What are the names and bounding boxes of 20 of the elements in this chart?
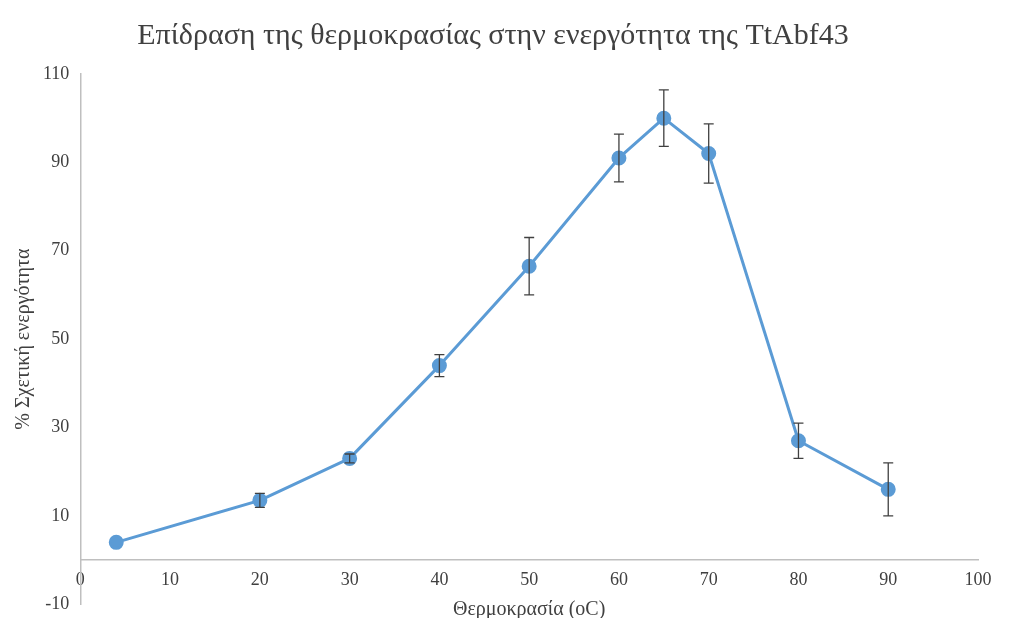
x-tick-label: 30 [340, 568, 359, 589]
y-axis-title: % Σχετική ενεργότητα [11, 247, 35, 430]
y-tick-label: -10 [45, 592, 70, 613]
y-tick-label: 10 [51, 504, 70, 525]
point [108, 534, 124, 550]
x-tick-label: 20 [250, 568, 269, 589]
x-tick-label: 40 [430, 568, 449, 589]
y-tick-label: 70 [51, 239, 70, 260]
y-tick-label: 110 [42, 62, 70, 83]
y-tick-label: 50 [51, 327, 70, 348]
x-tick-label: 100 [964, 568, 992, 589]
x-tick-label: 90 [879, 568, 898, 589]
x-tick-label: 70 [699, 568, 718, 589]
y-tick-label: 90 [51, 151, 70, 172]
x-tick-label: 10 [161, 568, 180, 589]
y-tick-label: 30 [51, 416, 70, 437]
chart-title: Επίδραση της θερμοκρασίας στην ενεργότητα της TtAbf43 [137, 16, 849, 50]
x-tick-label: 50 [520, 568, 539, 589]
x-tick-label: 60 [609, 568, 628, 589]
x-tick-label: 80 [789, 568, 808, 589]
